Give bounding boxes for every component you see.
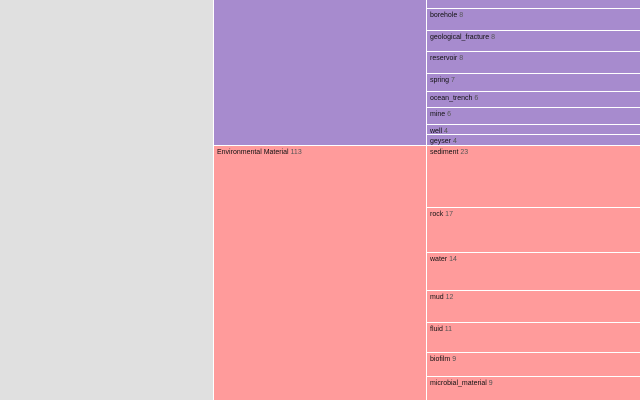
- cell-label-name: mine: [430, 111, 448, 119]
- cell-label: biofilm 9: [430, 355, 456, 364]
- cell-label-name: sediment: [430, 149, 461, 156]
- cell-label: water 14: [430, 255, 457, 264]
- treemap-leaf-cell[interactable]: ocean_trench 6: [426, 91, 640, 108]
- cell-label-count: 17: [445, 210, 453, 218]
- cell-label-count: 23: [460, 149, 469, 156]
- cell-label-name: microbial_material: [430, 379, 489, 387]
- treemap-leaf-cell[interactable]: fluid 11: [426, 322, 640, 352]
- cell-label: microbial_material 9: [430, 379, 493, 388]
- treemap-leaf-cell[interactable]: water 14: [426, 252, 640, 290]
- cell-label-name: reservoir: [430, 55, 460, 63]
- cell-label-count: 8: [491, 33, 495, 41]
- cell-label-name: spring: [430, 76, 452, 84]
- empty-left-pane: [0, 0, 213, 400]
- cell-label-name: well: [430, 127, 445, 135]
- cell-label-count: 4: [452, 138, 457, 145]
- treemap-leaf-cell[interactable]: mine 6: [426, 107, 640, 124]
- cell-label: mud 12: [430, 293, 453, 302]
- cell-label-name: mud: [430, 293, 446, 301]
- treemap-leaf-cell[interactable]: well 4: [426, 123, 640, 135]
- treemap-leaf-cell[interactable]: [426, 0, 640, 9]
- cell-label: borehole 8: [430, 11, 463, 20]
- cell-label-count: 8: [459, 12, 464, 20]
- cell-label: ocean_trench 6: [430, 94, 478, 103]
- treemap-leaf-cell[interactable]: geological_fracture 8: [426, 29, 640, 52]
- cell-label: spring 7: [430, 76, 455, 85]
- cell-label-count: 4: [444, 127, 448, 135]
- treemap-group-cell[interactable]: [213, 0, 426, 145]
- cell-label: sediment 23: [430, 148, 468, 157]
- cell-label-count: 8: [459, 55, 464, 63]
- cell-label-count: 6: [447, 111, 452, 119]
- cell-label: mine 6: [430, 110, 451, 119]
- treemap-leaf-cell[interactable]: mud 12: [426, 289, 640, 323]
- treemap-leaf-cell[interactable]: sediment 23: [426, 145, 640, 207]
- cell-label: fluid 11: [430, 325, 452, 334]
- treemap-leaf-cell[interactable]: geyser 4: [426, 134, 640, 145]
- treemap-leaf-cell[interactable]: microbial_material 9: [426, 375, 640, 400]
- treemap-leaf-cell[interactable]: spring 7: [426, 72, 640, 92]
- cell-label-name: rock: [430, 210, 446, 218]
- treemap-group-cell[interactable]: Environmental Material 113: [213, 145, 426, 400]
- cell-label-count: 14: [449, 256, 457, 264]
- cell-label-name: fluid: [430, 326, 445, 334]
- cell-label-name: borehole: [430, 12, 460, 20]
- group-label: Environmental Material 113: [217, 148, 302, 157]
- cell-label-name: geyser: [430, 138, 453, 145]
- cell-label-count: 12: [445, 293, 454, 301]
- cell-label: geyser 4: [430, 137, 457, 145]
- group-label-count: 113: [290, 149, 302, 156]
- cell-label-count: 11: [444, 326, 453, 334]
- treemap-leaf-cell[interactable]: borehole 8: [426, 8, 640, 30]
- cell-label-name: geological_fracture: [430, 33, 492, 41]
- cell-label-count: 7: [451, 76, 455, 84]
- treemap-leaf-cell[interactable]: reservoir 8: [426, 51, 640, 73]
- treemap-leaf-cell[interactable]: rock 17: [426, 206, 640, 253]
- group-label-name: Environmental Material: [217, 149, 289, 156]
- cell-label: reservoir 8: [430, 54, 463, 63]
- cell-label: well 4: [430, 127, 448, 135]
- cell-label-name: ocean_trench: [430, 95, 475, 103]
- cell-label: rock 17: [430, 210, 453, 219]
- cell-label-name: biofilm: [430, 355, 453, 363]
- cell-label-count: 6: [474, 95, 479, 103]
- cell-label-name: water: [430, 256, 450, 264]
- cell-label: geological_fracture 8: [430, 33, 495, 42]
- treemap-leaf-cell[interactable]: biofilm 9: [426, 351, 640, 376]
- cell-label-count: 9: [452, 355, 457, 363]
- cell-label-count: 9: [488, 379, 493, 387]
